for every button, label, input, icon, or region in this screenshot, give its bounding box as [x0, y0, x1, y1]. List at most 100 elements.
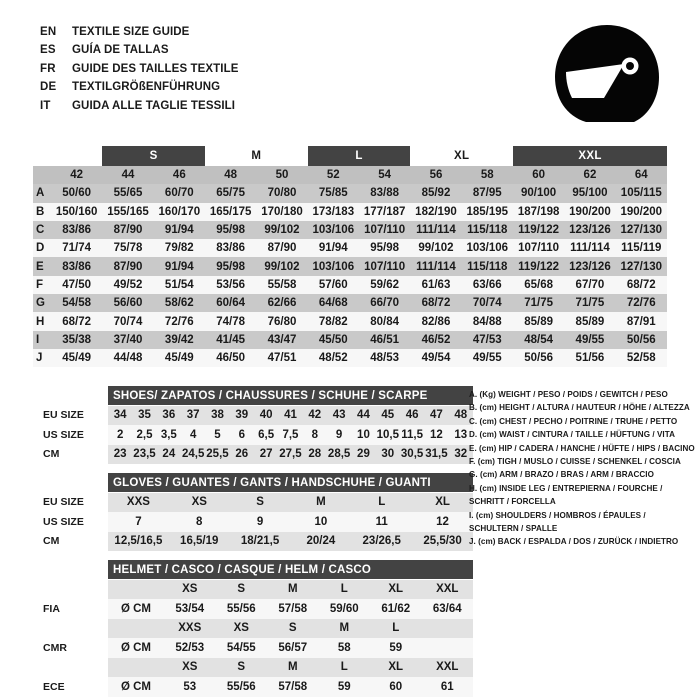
value-cell: 42 [308, 409, 322, 422]
helmet-value-cells: Ø CM 53/54 55/56 57/58 59/60 61/62 63/64 [108, 599, 473, 619]
helmet-value-cell: 53/54 [175, 602, 205, 615]
value-cell: 41 [284, 409, 297, 422]
measurement-cell: 39/42 [164, 333, 194, 346]
value-cell: 30,5 [400, 448, 424, 461]
helmet-size-cell: M [287, 661, 298, 674]
row-label: CM [43, 535, 60, 548]
measurement-legend: A. (Kg) WEIGHT / PESO / POIDS / GEWITCH … [469, 388, 695, 549]
size-number-cell: 50 [275, 169, 289, 182]
legend-line: A. (Kg) WEIGHT / PESO / POIDS / GEWITCH … [469, 390, 668, 399]
helmet-title-row: HELMET / CASCO / CASQUE / HELM / CASCO [33, 560, 473, 580]
measurement-cell: 43/47 [267, 333, 297, 346]
helmet-value-cell: 52/53 [175, 641, 205, 654]
measurement-cell: 85/92 [421, 187, 451, 200]
size-band-row: S M L XL XXL [33, 146, 668, 166]
helmet-value-list: 52/53 54/55 56/57 58 59 [164, 638, 473, 658]
helmet-value-cell: 56/57 [278, 641, 308, 654]
helmet-title: HELMET / CASCO / CASQUE / HELM / CASCO [108, 560, 473, 579]
helmet-size-cells: XS S M L XL XXL [108, 579, 473, 600]
value-cell: 23/26,5 [362, 535, 401, 548]
measurement-cell: 105/115 [620, 187, 662, 200]
legend-line: SCHRITT / FORCELLA [469, 497, 556, 507]
helmet-size-cell: XL [388, 583, 404, 596]
measurement-cell: 60/64 [216, 297, 246, 310]
measurement-cell: 85/89 [575, 315, 605, 328]
measurement-cell: 85/89 [524, 315, 553, 328]
value-cell: 3,5 [160, 428, 177, 441]
helmet-value-cell: 57/58 [278, 602, 308, 615]
row-label: EU SIZE [43, 496, 84, 509]
helmet-size-cell: M [339, 622, 350, 635]
helmet-size-cell: XXL [436, 661, 459, 674]
helmet-value-cell: 58 [337, 641, 351, 654]
gloves-title-row: GLOVES / GUANTES / GANTS / HANDSCHUHE / … [33, 473, 473, 493]
value-cell: 23 [113, 448, 127, 461]
helmet-value-row: CMR Ø CM 52/53 54/55 56/57 58 59 [33, 638, 473, 658]
measurement-cell: 150/160 [55, 205, 98, 218]
measurement-cell: 123/126 [569, 224, 611, 237]
measurement-cell: 47/50 [62, 278, 92, 291]
measurement-cell: 91/94 [164, 260, 194, 273]
helmet-size-cell: XXS [178, 622, 202, 635]
measurement-cell: 87/90 [113, 224, 143, 237]
helmet-size-cell: L [340, 583, 348, 596]
helmet-size-cell: XL [388, 661, 404, 674]
row-key: H [36, 315, 45, 328]
row-cells: 7 8 9 10 11 12 [108, 512, 473, 532]
helmet-size-cell: XS [182, 583, 198, 596]
band-spacer [33, 146, 51, 166]
legend-line: F. (cm) TIGH / MUSLO / CUISSE / SCHENKEL… [469, 457, 681, 467]
lower-tables: SHOES/ ZAPATOS / CHAUSSURES / SCHUHE / S… [33, 386, 473, 697]
helmet-size-cells: XXS XS S M L [108, 618, 474, 639]
measurement-cell: 70/74 [472, 297, 502, 310]
measurement-cell: 55/65 [113, 187, 143, 200]
helmet-table: HELMET / CASCO / CASQUE / HELM / CASCO X… [33, 560, 473, 697]
value-cell: 47 [430, 409, 443, 422]
language-code: DE [40, 81, 57, 94]
measurement-cell: 75/85 [318, 187, 348, 200]
measurement-cell: 83/88 [370, 187, 400, 200]
language-row: IT GUIDA ALLE TAGLIE TESSILI [40, 100, 239, 118]
row-cells: 50/60 55/65 60/70 65/75 70/80 75/85 83/88 85/92… [51, 184, 667, 202]
helmet-value-cell: 55/56 [226, 680, 256, 693]
helmet-rows: XS S M L XL XXL FIA Ø CM 53/54 55/56 57/58 59/60 61/… [33, 579, 474, 697]
measurement-cell: 68/72 [421, 297, 451, 310]
size-number-cell: 60 [532, 169, 546, 182]
measurement-cell: 95/98 [216, 260, 246, 273]
value-cell: 29 [357, 448, 370, 461]
table-row: I 35/38 37/40 39/42 41/45 43/47 45/50 46/51 46/5… [33, 330, 667, 349]
language-title: TEXTILGRÖßENFÜHRUNG [72, 81, 221, 94]
helmet-size-row: XXS XS S M L [33, 618, 474, 639]
measurement-cell: 75/78 [113, 242, 143, 255]
measurement-cell: 165/175 [209, 205, 252, 218]
value-cell: 2,5 [136, 428, 153, 441]
helmet-size-cell: XS [233, 622, 249, 635]
table-row: D 71/74 75/78 79/82 83/86 87/90 91/94 95/98 99/1… [33, 239, 667, 258]
value-cell: 6,5 [258, 428, 275, 441]
value-cell: S [256, 496, 264, 509]
measurement-cell: 58/62 [164, 297, 194, 310]
table-row: EU SIZE XXS XS S M L XL [33, 492, 473, 512]
table-row: G 54/58 56/60 58/62 60/64 62/66 64/68 66/70 68/7… [33, 294, 667, 313]
size-number-cell: 54 [378, 169, 392, 182]
measurement-cell: 95/98 [370, 242, 400, 255]
value-cell: 48 [454, 409, 468, 422]
value-cell: XL [435, 496, 450, 509]
shoes-title: SHOES/ ZAPATOS / CHAUSSURES / SCHUHE / S… [108, 386, 473, 405]
measurement-cell: 170/180 [261, 205, 303, 218]
measurement-cell: 90/100 [521, 187, 557, 200]
measurement-cell: 67/70 [575, 278, 605, 291]
measurement-cell: 83/86 [216, 242, 246, 255]
table-row: B 150/160 155/165 160/170 165/175 170/180 173/… [33, 202, 667, 221]
value-cell: 7,5 [282, 428, 299, 441]
helmet-size-cell: L [340, 661, 348, 674]
helmet-value-list: 53/54 55/56 57/58 59/60 61/62 63/64 [164, 599, 473, 619]
helmet-size-cell: L [392, 622, 400, 635]
helmet-size-list: XS S M L XL XXL [164, 580, 473, 600]
helmet-value-cell: 54/55 [226, 641, 256, 654]
measurement-cell: 35/38 [62, 333, 92, 346]
table-row: CM 23 23,5 24 24,5 25,5 26 27 27,5 28 28,5 29 30 30,5… [33, 444, 473, 464]
value-cell: 26 [235, 448, 249, 461]
helmet-size-cell [422, 619, 474, 639]
measurement-cell: 56/60 [113, 297, 143, 310]
